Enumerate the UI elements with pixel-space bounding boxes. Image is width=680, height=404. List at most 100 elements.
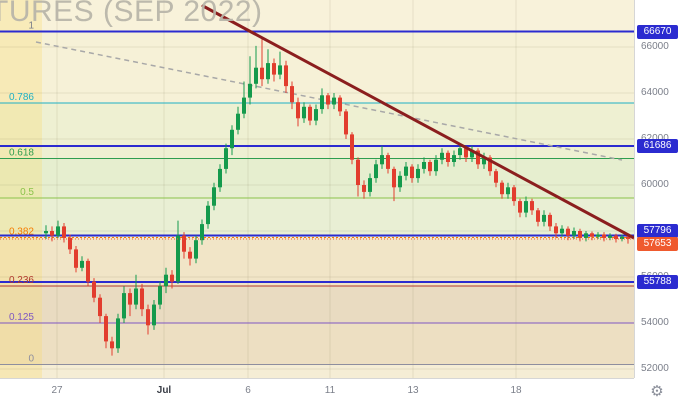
candle-body [422,162,426,169]
candle-body [344,111,348,135]
candle-body [392,168,396,188]
candle-body [56,226,60,236]
candle-body [404,166,408,176]
candle-body [272,63,276,75]
candle-body [590,233,594,237]
candle-body [530,201,534,211]
candle-body [398,175,402,188]
fib-label-0.382: 0.382 [9,226,34,237]
time-tick-label: 27 [51,385,63,396]
candle-body [140,288,144,310]
candle-body [494,171,498,183]
candle-body [512,187,516,202]
price-line-badge: 57796 [637,223,678,238]
candle-body [368,178,372,192]
time-tick-label: 11 [324,385,336,396]
candle-body [518,201,522,213]
candle-body [476,150,480,165]
candle-body [374,164,378,179]
price-line-badge: 55788 [637,274,678,289]
candle-body [134,288,138,305]
candle-body [350,134,354,160]
candle-body [572,231,576,236]
candle-body [212,187,216,206]
candle-body [164,274,168,287]
candle-body [506,187,510,195]
candle-body [566,228,570,236]
time-tick-label: Jul [156,385,172,396]
chart-canvas[interactable]: 1 0.786 0.618 0.5 0.382 0.236 0.125 0 [0,0,634,378]
candle-body [176,235,180,282]
candle-body [50,231,54,236]
candle-body [98,297,102,317]
candle-body [482,157,486,165]
fib-label-0.125: 0.125 [9,312,34,323]
candle-body [452,155,456,162]
candle-body [62,226,66,238]
candle-body [464,148,468,158]
fib-band [0,237,634,286]
candle-body [446,152,450,162]
candlestick-series [44,37,630,356]
candle-body [92,281,96,298]
candle-body [614,235,618,240]
candle-body [626,236,630,239]
time-axis[interactable]: 27 Jul 6 11 13 18 [0,378,680,404]
candle-body [284,65,288,87]
candle-body [260,67,264,80]
candle-body [362,185,366,192]
candle-body [524,201,528,213]
time-tick-label: 18 [510,385,522,396]
candle-body [146,309,150,326]
candle-body [620,236,624,240]
downtrend-line[interactable] [201,4,634,240]
candle-body [386,155,390,169]
candle-body [314,109,318,121]
candle-body [596,234,600,237]
candle-body [104,316,108,342]
candle-body [158,286,162,305]
candle-body [560,228,564,234]
candle-body [326,95,330,105]
candle-body [440,152,444,160]
last-price-badge: 57653 [637,236,678,251]
candle-body [320,95,324,110]
candle-body [254,67,258,84]
candle-body [116,318,120,349]
fib-band [0,364,634,378]
candle-body [218,168,222,188]
candle-body [608,235,612,238]
candle-body [152,304,156,326]
candle-body [548,214,552,227]
candle-body [86,260,90,282]
price-axis[interactable]: 6600064000620006000058000560005400052000… [634,0,680,378]
candle-body [236,113,240,130]
candle-body [290,86,294,103]
fib-label-0: 0 [28,353,34,364]
candle-body [302,106,306,119]
fib-band [0,197,634,238]
time-tick-label: 6 [245,385,251,396]
price-tick-label: 64000 [641,87,669,98]
candle-body [206,205,210,225]
candle-body [308,106,312,121]
candle-body [170,274,174,282]
price-tick-label: 52000 [641,363,669,374]
candle-body [110,341,114,349]
fib-band [0,0,634,32]
candle-body [296,102,300,119]
candle-body [542,214,546,222]
candlestick-chart-svg[interactable]: 1 0.786 0.618 0.5 0.382 0.236 0.125 0 [0,0,634,378]
fib-label-0.5: 0.5 [20,187,34,198]
settings-gear-icon[interactable]: ⚙ [650,382,664,400]
candle-body [128,293,132,305]
candle-body [434,159,438,172]
candle-body [602,234,606,238]
candle-body [380,155,384,165]
candle-body [470,150,474,158]
candle-body [248,83,252,98]
candle-body [578,231,582,238]
price-tick-label: 54000 [641,317,669,328]
fib-label-0.236: 0.236 [9,275,34,286]
